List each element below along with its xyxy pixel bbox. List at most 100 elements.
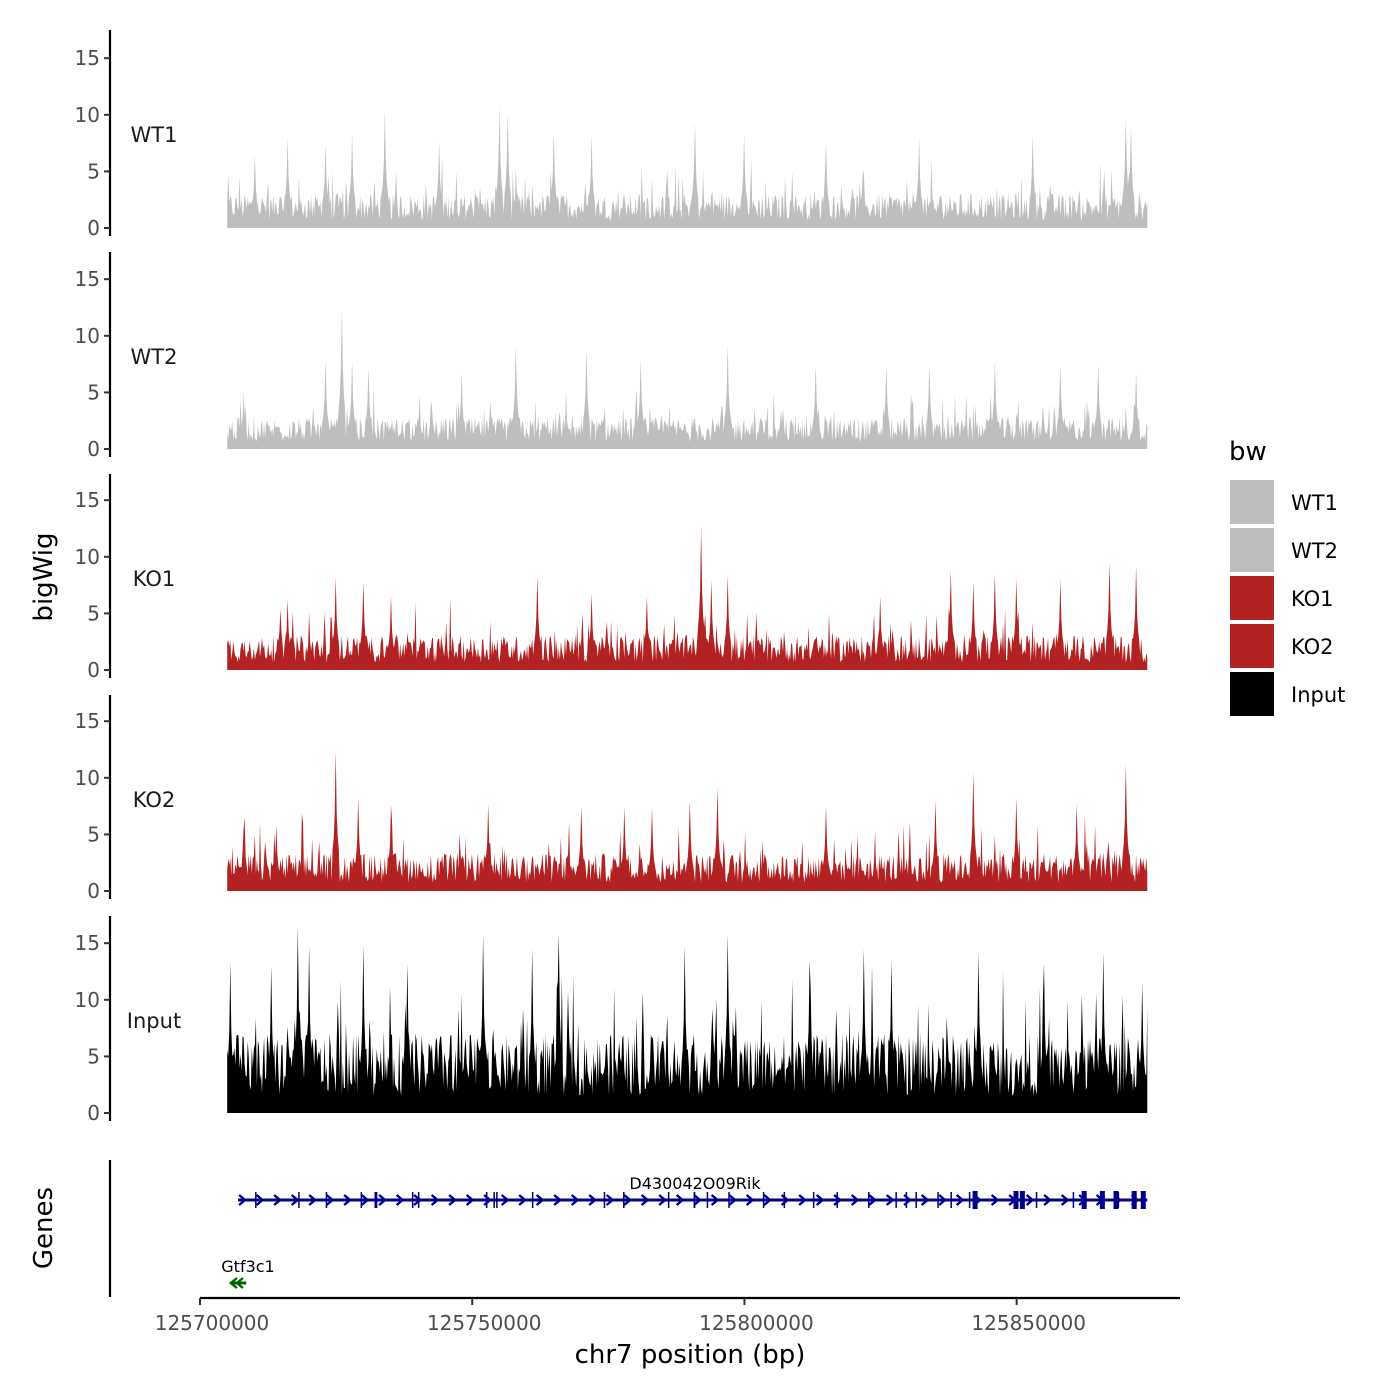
exon (915, 1192, 917, 1208)
strand-arrow (378, 1194, 387, 1206)
exon (667, 1192, 670, 1208)
legend-swatch-wt2 (1230, 528, 1274, 572)
exon (693, 1192, 696, 1208)
strand-arrow (229, 1277, 238, 1289)
exon (485, 1192, 488, 1208)
x-tick-label: 125850000 (971, 1311, 1086, 1335)
exon (360, 1192, 363, 1208)
exon-thick (972, 1191, 978, 1209)
signal-area-wt2 (227, 307, 1148, 449)
strand-arrow (395, 1194, 405, 1206)
exon (1072, 1192, 1075, 1208)
y-tick-label: 5 (87, 1044, 100, 1068)
strand-arrow (658, 1194, 667, 1206)
strand-arrow (553, 1194, 562, 1206)
gene-label: D430042O09Rik (629, 1174, 761, 1193)
strand-arrow (833, 1194, 842, 1206)
strand-arrow (588, 1194, 597, 1206)
y-tick-label: 0 (87, 1101, 100, 1125)
y-tick-label: 15 (75, 488, 100, 512)
strand-arrow (745, 1194, 755, 1206)
exon-thick (1099, 1191, 1105, 1209)
signal-area-input (227, 926, 1148, 1113)
y-tick-label: 5 (87, 159, 100, 183)
strand-arrow (990, 1194, 1000, 1206)
strand-arrow (868, 1194, 877, 1206)
exon-thick (1081, 1191, 1087, 1209)
strand-arrow (605, 1194, 615, 1206)
strand-arrow (430, 1194, 440, 1206)
strand-arrow (535, 1194, 545, 1206)
strand-arrow (1025, 1194, 1035, 1206)
x-tick-label: 125750000 (427, 1311, 542, 1335)
exon (417, 1192, 420, 1208)
exon-thick (1019, 1191, 1025, 1209)
strand-arrow (763, 1194, 772, 1206)
legend-label-ko2: KO2 (1291, 635, 1334, 659)
y-tick-label: 5 (87, 601, 100, 625)
strand-arrow (1043, 1194, 1052, 1206)
strand-arrow (920, 1194, 930, 1206)
y-tick-label: 0 (87, 879, 100, 903)
track-label-input: Input (127, 1009, 181, 1033)
exon (603, 1192, 606, 1208)
y-tick-label: 15 (75, 46, 100, 70)
y-tick-label: 10 (75, 103, 100, 127)
y-tick-label: 15 (75, 267, 100, 291)
exon-thick (1140, 1191, 1146, 1209)
strand-arrow (710, 1194, 720, 1206)
exon (937, 1192, 939, 1208)
exon (496, 1192, 498, 1208)
exon-thick (1131, 1191, 1137, 1209)
exon (255, 1192, 257, 1208)
legend-title: bw (1229, 437, 1267, 467)
gene-label: Gtf3c1 (221, 1257, 274, 1276)
strand-arrow (798, 1194, 807, 1206)
strand-arrow (1060, 1194, 1070, 1206)
strand-arrow (255, 1194, 265, 1206)
y-tick-label: 0 (87, 216, 100, 240)
exon (375, 1192, 378, 1208)
x-axis-title: chr7 position (bp) (575, 1340, 806, 1370)
exon (836, 1192, 838, 1208)
strand-arrow (640, 1194, 650, 1206)
genes-panel-title: Genes (29, 1187, 59, 1269)
y-tick-label: 10 (75, 545, 100, 569)
exon (298, 1192, 300, 1208)
y-tick-label: 10 (75, 766, 100, 790)
y-axis-title: bigWig (29, 532, 59, 621)
y-tick-label: 0 (87, 658, 100, 682)
legend: bw WT1 WT2 KO1 KO2 Input (1229, 437, 1345, 716)
exon-thick (1013, 1191, 1019, 1209)
y-tick-label: 10 (75, 324, 100, 348)
exon (762, 1192, 765, 1208)
strand-arrow (235, 1277, 244, 1289)
exon (783, 1192, 786, 1208)
strand-arrow (938, 1194, 947, 1206)
legend-swatch-ko1 (1230, 576, 1274, 620)
gene-gtf3c1: Gtf3c1 (221, 1257, 275, 1289)
track-label-wt2: WT2 (131, 345, 178, 369)
track-label-wt1: WT1 (131, 123, 178, 147)
strand-arrow (273, 1194, 282, 1206)
y-tick-label: 15 (75, 931, 100, 955)
exon (868, 1192, 870, 1208)
strand-arrow (500, 1194, 510, 1206)
strand-arrow (413, 1194, 422, 1206)
strand-arrow (570, 1194, 580, 1206)
legend-label-wt2: WT2 (1291, 539, 1338, 563)
strand-arrow (448, 1194, 457, 1206)
x-tick-label: 125700000 (155, 1311, 270, 1335)
y-tick-label: 5 (87, 822, 100, 846)
strand-arrow (325, 1194, 335, 1206)
strand-arrow (360, 1194, 370, 1206)
exon (493, 1192, 495, 1208)
strand-arrow (693, 1194, 702, 1206)
strand-arrow (675, 1194, 685, 1206)
strand-arrow (885, 1194, 895, 1206)
exon (905, 1192, 908, 1208)
exon (706, 1192, 709, 1208)
exon (411, 1192, 414, 1208)
strand-arrow (850, 1194, 860, 1206)
